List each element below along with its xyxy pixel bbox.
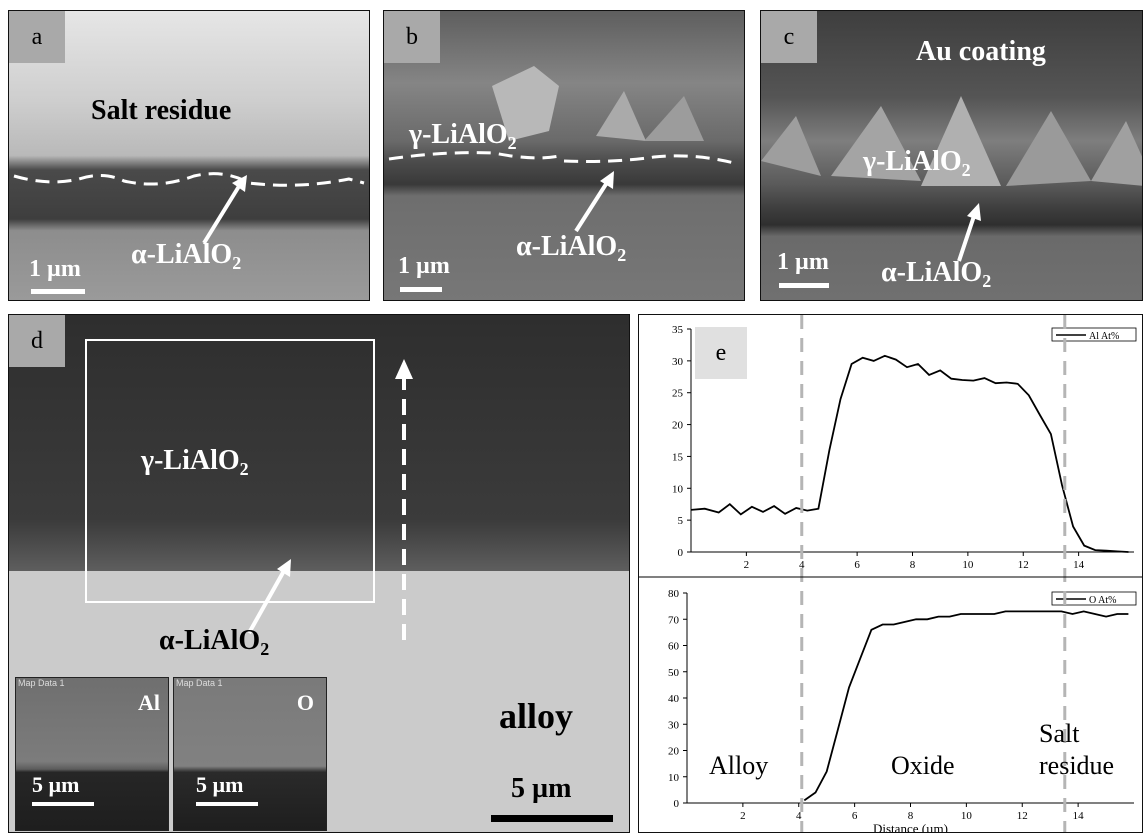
y-tick-label: 0	[674, 798, 680, 810]
scale-text: 5 µm	[511, 773, 572, 804]
region-residue: residue	[1039, 751, 1115, 780]
map-scale-text: 5 µm	[196, 772, 244, 797]
x-tick-label: 14	[1073, 559, 1085, 571]
gamma-label: γ-LiAlO2	[863, 146, 971, 180]
y-tick-label: 10	[668, 772, 680, 784]
x-tick-label: 8	[910, 559, 916, 571]
eds-map-o: Map Data 1 O 5 µm	[173, 677, 327, 831]
legend-box	[1051, 327, 1137, 342]
oxide-region	[9, 315, 629, 571]
panel-e: 0 5 10 15 20 25 30 35 2 4 6 8 10 12 14 Al At% 0 10 20 30 40 5…	[638, 314, 1143, 833]
legend-label: O At%	[1089, 595, 1117, 606]
scale-bar	[400, 287, 442, 292]
x-tick-label: 2	[744, 559, 750, 571]
gamma-label: γ-LiAlO2	[141, 445, 249, 479]
alpha-label: α-LiAlO2	[881, 257, 992, 291]
element-label: Al	[138, 690, 160, 715]
x-tick-label: 12	[1018, 559, 1029, 571]
x-tick-label: 10	[961, 810, 973, 822]
line-plots: 0 5 10 15 20 25 30 35 2 4 6 8 10 12 14 Al At% 0 10 20 30 40 5…	[639, 315, 1142, 833]
au-coating-label: Au coating	[916, 36, 1046, 67]
panel-letter: c	[761, 11, 817, 63]
y-tick-label: 70	[668, 614, 680, 626]
scale-bar	[491, 815, 613, 822]
y-tick-label: 60	[668, 641, 680, 653]
gamma-label: γ-LiAlO2	[409, 119, 517, 153]
y-tick-label: 80	[668, 588, 680, 600]
alloy-label: alloy	[499, 696, 574, 736]
scale-text: 1 µm	[777, 249, 829, 275]
selection-box	[85, 339, 375, 603]
map-scale-bar	[196, 802, 258, 806]
scale-bar	[779, 283, 829, 288]
x-tick-label: 6	[852, 810, 858, 822]
x-tick-label: 14	[1073, 810, 1085, 822]
x-tick-label: 12	[1017, 810, 1028, 822]
scale-text: 1 µm	[398, 253, 450, 279]
region-salt: Salt	[1039, 719, 1080, 748]
y-tick-label: 50	[668, 667, 680, 679]
scale-bar	[31, 289, 85, 294]
x-tick-label: 4	[796, 810, 802, 822]
y-tick-label: 0	[678, 547, 684, 559]
crystal-shapes	[761, 96, 1142, 262]
panel-b: b γ-LiAlO2 α-LiAlO2 1 µm	[383, 10, 745, 301]
x-tick-label: 2	[740, 810, 746, 822]
scale-text: 1 µm	[29, 256, 81, 282]
region-alloy: Alloy	[709, 751, 769, 780]
dashed-boundary	[13, 172, 365, 245]
alpha-label: α-LiAlO2	[516, 231, 627, 265]
series-line	[690, 354, 1129, 553]
map-scale-text: 5 µm	[32, 772, 80, 797]
y-tick-label: 5	[678, 515, 684, 527]
map-scale-bar	[32, 802, 94, 806]
y-tick-label: 15	[672, 451, 684, 463]
y-tick-label: 40	[668, 693, 680, 705]
x-tick-label: 4	[799, 559, 805, 571]
legend-box	[1051, 591, 1137, 606]
series-line	[803, 610, 1129, 802]
x-tick-label: 6	[854, 559, 860, 571]
y-tick-label: 35	[672, 324, 684, 336]
panel-c: c Au coating γ-LiAlO2 α-LiAlO2 1 µm	[760, 10, 1143, 301]
dashed-boundary	[388, 66, 735, 233]
alpha-label: α-LiAlO2	[131, 239, 242, 273]
y-tick-label: 30	[668, 719, 680, 731]
panel-letter: a	[9, 11, 65, 63]
y-tick-label: 25	[672, 388, 684, 400]
alpha-label: α-LiAlO2	[159, 625, 270, 659]
panel-letter: e	[695, 327, 747, 379]
y-tick-label: 20	[668, 746, 680, 758]
panel-d: d γ-LiAlO2 α-LiAlO2 alloy 5 µm Map Data …	[8, 314, 630, 833]
region-oxide: Oxide	[891, 751, 955, 780]
map-title: Map Data 1	[18, 678, 65, 688]
panel-letter: b	[384, 11, 440, 63]
y-tick-label: 30	[672, 356, 684, 368]
panel-a: a Salt residue α-LiAlO2 1 µm	[8, 10, 370, 301]
panel-letter: d	[9, 315, 65, 367]
x-tick-label: 8	[908, 810, 914, 822]
eds-map-al: Map Data 1 Al 5 µm	[15, 677, 169, 831]
x-tick-label: 10	[962, 559, 974, 571]
arrows	[247, 359, 413, 640]
x-axis-label: Distance (µm)	[873, 821, 948, 833]
y-tick-label: 20	[672, 420, 684, 432]
element-label: O	[296, 690, 314, 715]
map-title: Map Data 1	[176, 678, 223, 688]
salt-residue-label: Salt residue	[91, 95, 232, 126]
legend-label: Al At%	[1089, 331, 1119, 342]
y-tick-label: 10	[672, 483, 684, 495]
